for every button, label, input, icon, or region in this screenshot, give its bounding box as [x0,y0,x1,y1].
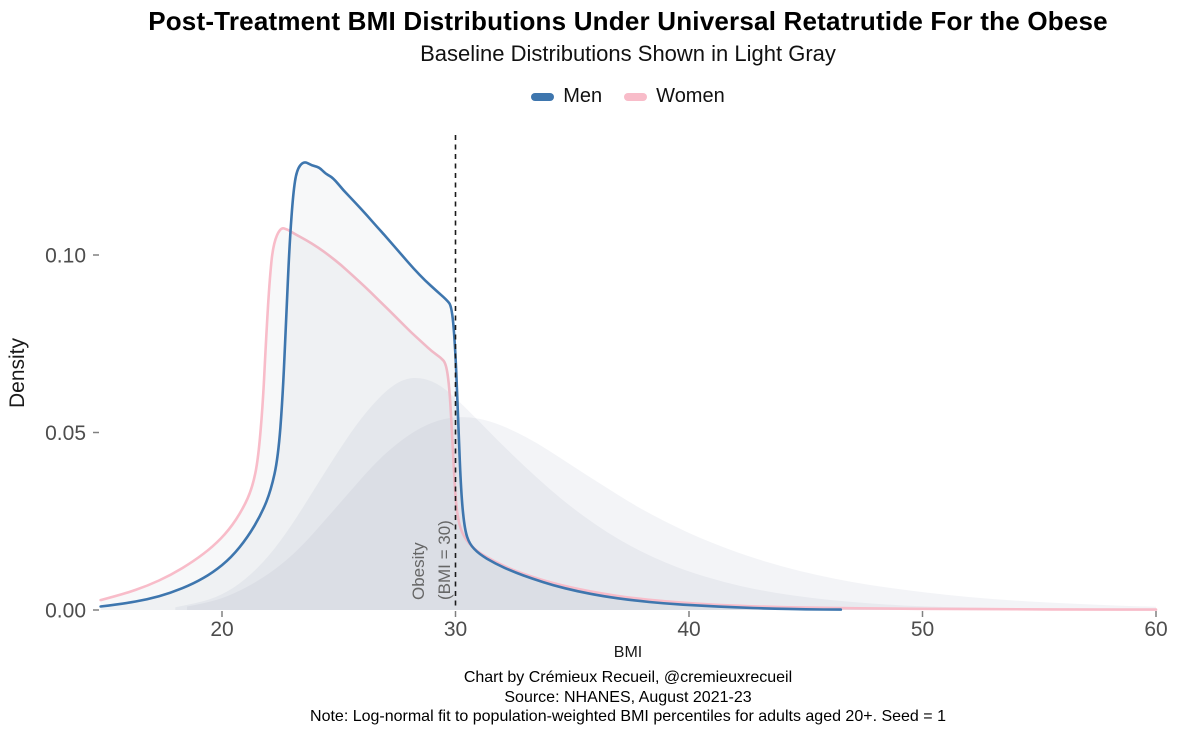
women-density-area [100,228,1157,610]
caption-note: Note: Log-normal fit to population-weigh… [310,708,946,725]
chart-title: Post-Treatment BMI Distributions Under U… [148,6,1108,36]
x-tick-label: 50 [911,618,934,641]
caption-block: Chart by Crémieux Recueil, @cremieuxrecu… [56,668,1200,727]
men-series-swatch [531,92,555,101]
legend: Men Women [56,85,1200,108]
y-axis-title: Density [6,337,29,409]
x-tick-label: 40 [677,618,700,641]
men-density-line [99,161,843,611]
legend-item-women: Women [624,85,725,108]
caption-credit: Chart by Crémieux Recueil, @cremieuxrecu… [463,669,793,686]
y-tick-label: 0.10 [45,245,86,268]
women-series-swatch [624,92,648,101]
legend-label-women: Women [656,85,725,107]
obesity-annotation: Obesity [409,542,428,600]
x-axis-title: BMI [613,644,643,661]
x-tick-label: 20 [210,618,233,641]
chart-subtitle: Baseline Distributions Shown in Light Gr… [420,41,836,66]
y-tick-label: 0.00 [45,600,86,623]
caption-source: Source: NHANES, August 2021-23 [504,688,752,706]
y-tick-label: 0.05 [45,422,86,445]
men-density-area [100,162,841,610]
legend-label-men: Men [563,85,603,107]
legend-item-men: Men [531,85,602,108]
men-baseline-density-area [175,377,1157,610]
women-density-line [99,226,1158,611]
x-tick-label: 60 [1144,618,1167,641]
x-tick-label: 30 [444,618,467,641]
obesity-annotation: (BMI = 30) [435,520,454,600]
women-baseline-density-area [187,417,1156,610]
